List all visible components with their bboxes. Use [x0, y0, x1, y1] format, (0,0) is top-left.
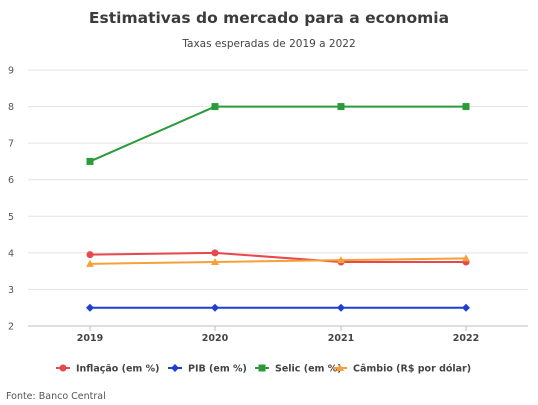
- data-point: [462, 303, 470, 312]
- legend: Inflação (em %) PIB (em %) Selic (em %) Câm…: [56, 364, 471, 375]
- data-point: [337, 256, 345, 264]
- data-point: [211, 303, 219, 312]
- data-point: [211, 103, 219, 111]
- x-axis: 2019 2020 2021 2022: [28, 325, 528, 344]
- data-point: [86, 303, 94, 312]
- chart-title: Estimativas do mercado para a economia: [89, 9, 449, 27]
- legend-marker: [171, 364, 179, 372]
- legend-marker: [59, 364, 67, 372]
- series-cambio-r-por-dolar: [86, 254, 470, 267]
- y-tick-label: 3: [8, 285, 14, 296]
- y-tick-label: 4: [8, 248, 14, 259]
- chart-subtitle: Taxas esperadas de 2019 a 2022: [181, 38, 355, 50]
- legend-item[interactable]: PIB (em %): [168, 364, 247, 375]
- y-tick-label: 8: [8, 102, 14, 113]
- data-point: [86, 157, 94, 165]
- data-point: [337, 103, 345, 111]
- data-point: [211, 249, 219, 257]
- legend-marker: [336, 364, 344, 371]
- y-tick-label: 2: [8, 322, 14, 333]
- x-tick-label: 2022: [453, 333, 479, 344]
- y-tick-label: 7: [8, 139, 14, 150]
- y-tick-label: 6: [8, 175, 14, 186]
- legend-label: Câmbio (R$ por dólar): [353, 364, 471, 375]
- x-tick-label: 2021: [328, 333, 354, 344]
- legend-item[interactable]: Câmbio (R$ por dólar): [333, 364, 471, 375]
- y-tick-label: 5: [8, 212, 14, 223]
- source-note: Fonte: Banco Central: [6, 391, 106, 402]
- legend-label: Selic (em %): [275, 364, 342, 375]
- data-point: [337, 303, 345, 312]
- series-group: [86, 103, 470, 312]
- series-line: [89, 251, 466, 263]
- data-point: [462, 254, 470, 262]
- data-point: [86, 259, 94, 267]
- data-point: [86, 251, 94, 259]
- x-tick-label: 2019: [77, 333, 103, 344]
- x-tick-label: 2020: [202, 333, 229, 344]
- series-line: [89, 105, 466, 163]
- series-selic-em: [86, 103, 470, 165]
- series-line: [89, 257, 467, 265]
- gridlines: [28, 69, 528, 327]
- series-pib-em: [86, 303, 470, 312]
- data-point: [211, 258, 219, 265]
- legend-marker: [258, 364, 266, 372]
- legend-label: PIB (em %): [188, 364, 247, 375]
- legend-item[interactable]: Selic (em %): [255, 364, 342, 375]
- legend-label: Inflação (em %): [76, 364, 159, 375]
- legend-item[interactable]: Inflação (em %): [56, 364, 159, 375]
- y-tick-label: 9: [8, 66, 14, 77]
- data-point: [462, 103, 470, 111]
- y-axis: 2 3 4 5 6 7 8 9: [8, 66, 14, 333]
